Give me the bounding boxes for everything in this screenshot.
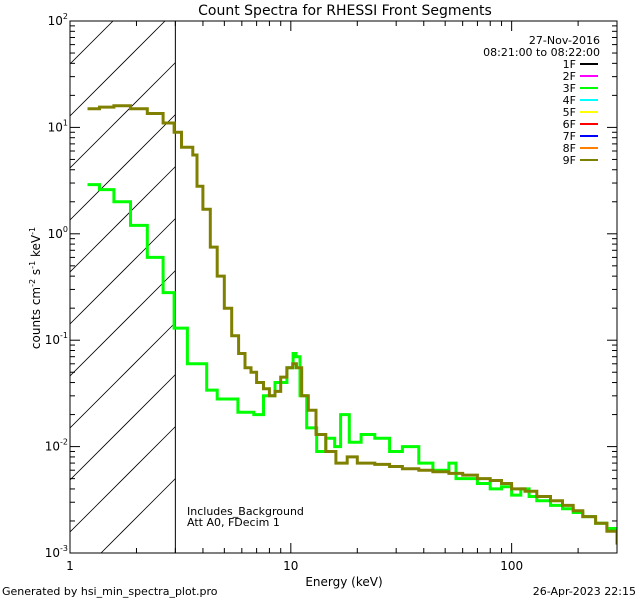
y-label-exp2: -1	[28, 261, 37, 269]
y-tick-label: 100	[48, 225, 68, 241]
legend-label-8F: 8F	[563, 142, 576, 155]
hatch-line	[70, 426, 176, 533]
x-axis-label: Energy (keV)	[305, 575, 382, 589]
legend-label-9F: 9F	[563, 154, 576, 167]
y-label-mid: s	[29, 269, 43, 279]
background-hatch-region	[70, 21, 176, 553]
y-tick-label: 10-3	[45, 544, 68, 560]
plot-frame	[69, 20, 618, 554]
annotation-background: Includes_Background	[187, 505, 304, 518]
footer-timestamp: 26-Apr-2023 22:15	[533, 585, 636, 598]
y-tick-label: 10-1	[45, 331, 68, 347]
hatch-line	[70, 21, 166, 117]
y-axis-label: counts cm-2 s-1 keV-1	[28, 227, 43, 349]
legend-label-5F: 5F	[563, 106, 576, 119]
x-tick-label: 10	[283, 559, 298, 573]
legend-label-6F: 6F	[563, 118, 576, 131]
y-label-exp3: -1	[28, 227, 37, 235]
y-label-exp1: -2	[28, 279, 37, 287]
hatch-line	[70, 62, 176, 169]
hatch-line	[70, 218, 176, 325]
legend-label-7F: 7F	[563, 130, 576, 143]
series-line-9F	[87, 104, 617, 545]
legend-label-4F: 4F	[563, 94, 576, 107]
x-tick-label: 1	[66, 559, 74, 573]
hatch-line	[100, 478, 176, 553]
hatch-line	[70, 114, 176, 221]
legend-label-3F: 3F	[563, 82, 576, 95]
time-range-label: 08:21:00 to 08:22:00	[483, 46, 600, 59]
y-tick-label: 101	[48, 118, 68, 134]
y-tick-label: 102	[48, 12, 68, 28]
hatch-line	[70, 322, 176, 429]
legend-label-1F: 1F	[563, 58, 576, 71]
y-label-main: counts cm	[29, 287, 43, 349]
y-tick-label: 10-2	[45, 438, 68, 454]
chart-title: Count Spectra for RHESSI Front Segments	[198, 3, 492, 19]
x-tick-label: 100	[500, 559, 523, 573]
hatch-line	[70, 270, 176, 377]
hatch-line	[70, 21, 114, 65]
hatch-line	[70, 166, 176, 273]
date-label: 27-Nov-2016	[529, 34, 600, 47]
legend-label-2F: 2F	[563, 70, 576, 83]
hatch-line	[70, 374, 176, 481]
annotation-attenuator: Att A0, FDecim 1	[187, 516, 280, 529]
y-label-unit: keV	[29, 234, 43, 261]
footer-generated-by: Generated by hsi_min_spectra_plot.pro	[2, 585, 218, 598]
